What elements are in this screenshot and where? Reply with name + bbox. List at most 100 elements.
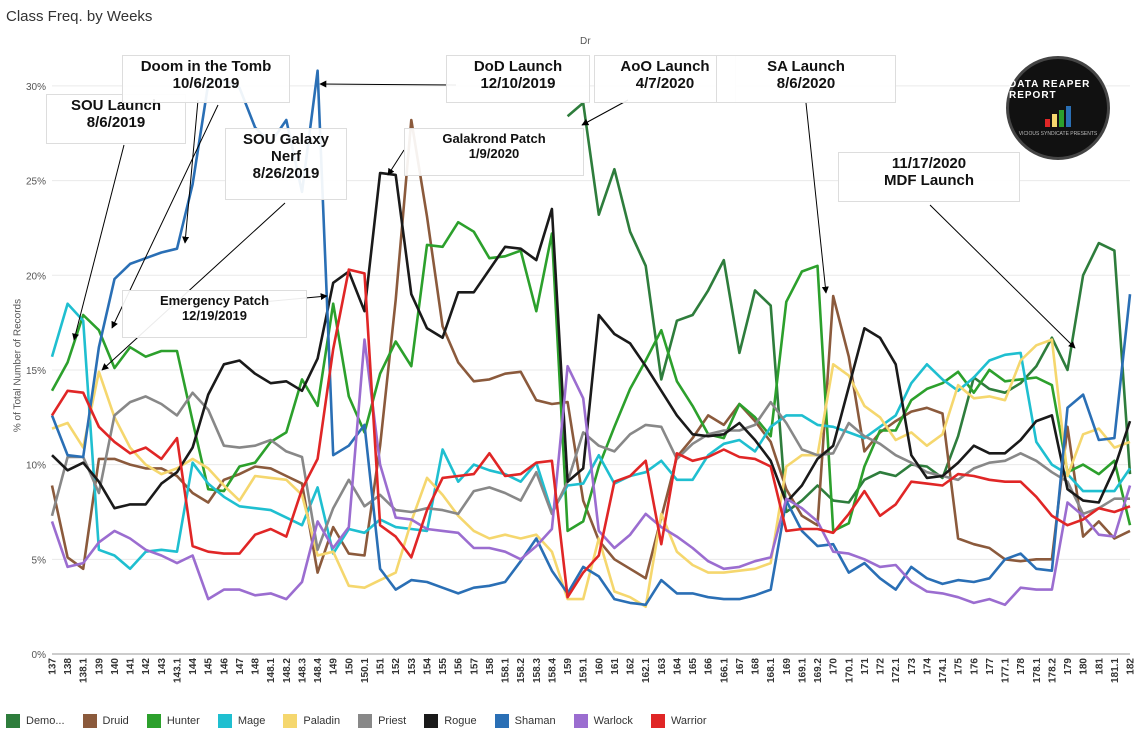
legend-label: Priest: [378, 715, 407, 727]
legend-label: Mage: [237, 715, 266, 727]
legend-swatch: [283, 714, 298, 728]
x-tick-label: 148.4: [313, 658, 324, 683]
x-tick-label: 152: [391, 658, 402, 675]
x-tick-label: 168: [751, 658, 762, 675]
x-tick-label: 138: [63, 658, 74, 675]
x-tick-label: 158.1: [501, 658, 512, 683]
logo-bars-icon: [1044, 105, 1072, 127]
x-tick-label: 180: [1079, 658, 1090, 675]
legend-item[interactable]: Warlock: [573, 714, 633, 728]
x-tick-label: 159.1: [579, 658, 590, 683]
annotation-line: 8/6/2020: [776, 75, 836, 92]
x-tick-label: 151: [376, 658, 387, 675]
series-line-warlock: [50, 338, 1132, 607]
legend-swatch: [146, 714, 161, 728]
x-tick-label: 156: [454, 658, 465, 675]
annotation-line: 11/17/2020: [891, 155, 967, 172]
legend-label: Shaman: [514, 715, 556, 727]
annotation-arrow: [319, 80, 457, 88]
annotation-arrow: [101, 202, 286, 371]
y-tick-label: 30%: [26, 82, 46, 93]
legend-label: Druid: [102, 715, 129, 727]
series-line-hunter: [50, 220, 1132, 533]
annotation-sa: SA Launch 8/6/2020: [716, 55, 896, 103]
x-tick-label: 161: [610, 658, 621, 675]
legend-swatch: [494, 714, 509, 728]
x-tick-label: 174: [922, 658, 933, 675]
x-tick-label: 139: [94, 658, 105, 675]
annotation-line: AoO Launch: [620, 58, 710, 75]
x-tick-label: 169.1: [797, 658, 808, 683]
legend-swatch: [82, 714, 97, 728]
annotation-arrow: [581, 99, 629, 126]
x-tick-label: 148.1: [266, 658, 277, 683]
logo-text: DATA REAPER REPORT: [1009, 79, 1091, 101]
annotation-line: 10/6/2019: [172, 75, 240, 92]
x-tick-label: 163: [657, 658, 668, 675]
annotation-emerg: Emergency Patch 12/19/2019: [122, 290, 307, 338]
x-tick-label: 150.1: [360, 658, 371, 683]
legend-label: Rogue: [444, 715, 477, 727]
legend-item[interactable]: Rogue: [424, 714, 477, 728]
x-tick-label: 158: [485, 658, 496, 675]
data-reaper-logo: DATA REAPER REPORT VICIOUS SYNDICATE PRE…: [1006, 56, 1110, 160]
x-tick-label: 137: [48, 658, 59, 675]
legend-item[interactable]: Demo...: [6, 714, 65, 728]
legend-item[interactable]: Mage: [217, 714, 266, 728]
y-tick-label: 20%: [26, 271, 46, 282]
legend-label: Demo...: [26, 715, 65, 727]
x-tick-label: 172: [876, 658, 887, 675]
x-tick-label: 173: [907, 658, 918, 675]
x-tick-label: 138.1: [79, 658, 90, 683]
x-tick-label: 142: [141, 658, 152, 675]
annotation-doom: Doom in the Tomb 10/6/2019: [122, 55, 290, 103]
annotation-line: Nerf: [270, 148, 301, 165]
legend-label: Hunter: [166, 715, 200, 727]
annotation-line: 12/19/2019: [181, 308, 248, 323]
series-line-demo: [566, 101, 1132, 514]
annotation-aoo: AoO Launch 4/7/2020: [594, 55, 736, 103]
annotation-line: DoD Launch: [473, 58, 563, 75]
x-tick-label: 162.1: [641, 658, 652, 683]
x-tick-label: 145: [204, 658, 215, 675]
x-tick-label: 178.2: [1047, 658, 1058, 683]
x-tick-label: 166: [704, 658, 715, 675]
x-tick-label: 147: [235, 658, 246, 675]
legend-item[interactable]: Hunter: [146, 714, 200, 728]
y-tick-label: 15%: [26, 366, 46, 377]
y-tick-label: 10%: [26, 461, 46, 472]
x-tick-label: 150: [344, 658, 355, 675]
annotation-line: Doom in the Tomb: [140, 58, 272, 75]
x-tick-label: 148.3: [297, 658, 308, 683]
annotation-arrow: [72, 144, 125, 341]
annotation-line: 12/10/2019: [480, 75, 556, 92]
x-tick-label: 153: [407, 658, 418, 675]
series-line-priest: [50, 391, 1130, 552]
x-tick-label: 176: [969, 658, 980, 675]
annotation-line: 8/26/2019: [252, 165, 320, 182]
x-tick-label: 160: [594, 658, 605, 675]
annotation-nerf: SOU Galaxy Nerf 8/26/2019: [225, 128, 347, 200]
legend-item[interactable]: Paladin: [283, 714, 340, 728]
legend-item[interactable]: Druid: [82, 714, 129, 728]
legend-swatch: [650, 714, 665, 728]
x-tick-label: 164: [672, 658, 683, 675]
x-tick-label: 174.1: [938, 658, 949, 683]
x-tick-label: 159: [563, 658, 574, 675]
x-tick-label: 141: [126, 658, 137, 675]
x-tick-label: 179: [1063, 658, 1074, 675]
x-tick-label: 170: [829, 658, 840, 675]
legend-item[interactable]: Priest: [358, 714, 406, 728]
x-tick-label: 175: [954, 658, 965, 675]
x-tick-label: 154: [422, 658, 433, 675]
x-tick-label: 169: [782, 658, 793, 675]
y-tick-label: 5%: [32, 555, 47, 566]
x-tick-label: 157: [469, 658, 480, 675]
x-tick-label: 146: [219, 658, 230, 675]
legend-item[interactable]: Warrior: [650, 714, 707, 728]
x-tick-label: 148: [251, 658, 262, 675]
x-tick-label: 181.1: [1110, 658, 1121, 683]
annotation-arrow: [805, 102, 829, 294]
legend-item[interactable]: Shaman: [494, 714, 556, 728]
x-tick-label: 158.3: [532, 658, 543, 683]
